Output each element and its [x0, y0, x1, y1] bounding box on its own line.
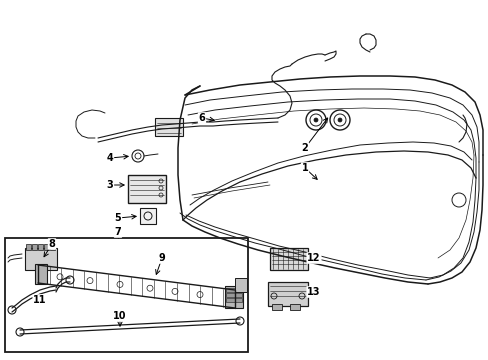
Circle shape: [66, 276, 74, 284]
Bar: [225, 298, 242, 302]
Bar: [140, 208, 156, 224]
Text: 1: 1: [301, 163, 308, 173]
Circle shape: [337, 118, 341, 122]
Circle shape: [313, 118, 317, 122]
Bar: [38, 244, 43, 250]
Bar: [32, 244, 37, 250]
Bar: [44, 244, 49, 250]
Text: 9: 9: [158, 253, 165, 263]
Circle shape: [305, 110, 325, 130]
Bar: [269, 248, 307, 270]
Circle shape: [236, 317, 244, 325]
Text: 4: 4: [106, 153, 113, 163]
Bar: [225, 293, 242, 297]
Text: 10: 10: [113, 311, 126, 321]
Bar: [35, 264, 47, 284]
Circle shape: [16, 328, 24, 336]
Circle shape: [8, 306, 16, 314]
Bar: [5, 238, 247, 352]
Circle shape: [329, 110, 349, 130]
Text: 3: 3: [106, 180, 113, 190]
Bar: [271, 304, 282, 310]
Text: 7: 7: [114, 227, 121, 237]
Bar: [50, 244, 55, 250]
Bar: [289, 304, 299, 310]
Bar: [235, 278, 246, 292]
Bar: [128, 175, 165, 203]
Text: 12: 12: [306, 253, 320, 263]
Bar: [225, 288, 242, 292]
Bar: [155, 118, 183, 136]
Bar: [224, 286, 243, 308]
Text: 5: 5: [114, 213, 121, 223]
Bar: [26, 244, 31, 250]
Text: 11: 11: [33, 295, 47, 305]
Text: 2: 2: [301, 143, 308, 153]
Text: 6: 6: [198, 113, 205, 123]
Bar: [267, 282, 307, 306]
Bar: [25, 248, 57, 270]
Text: 13: 13: [306, 287, 320, 297]
Text: 8: 8: [48, 239, 55, 249]
